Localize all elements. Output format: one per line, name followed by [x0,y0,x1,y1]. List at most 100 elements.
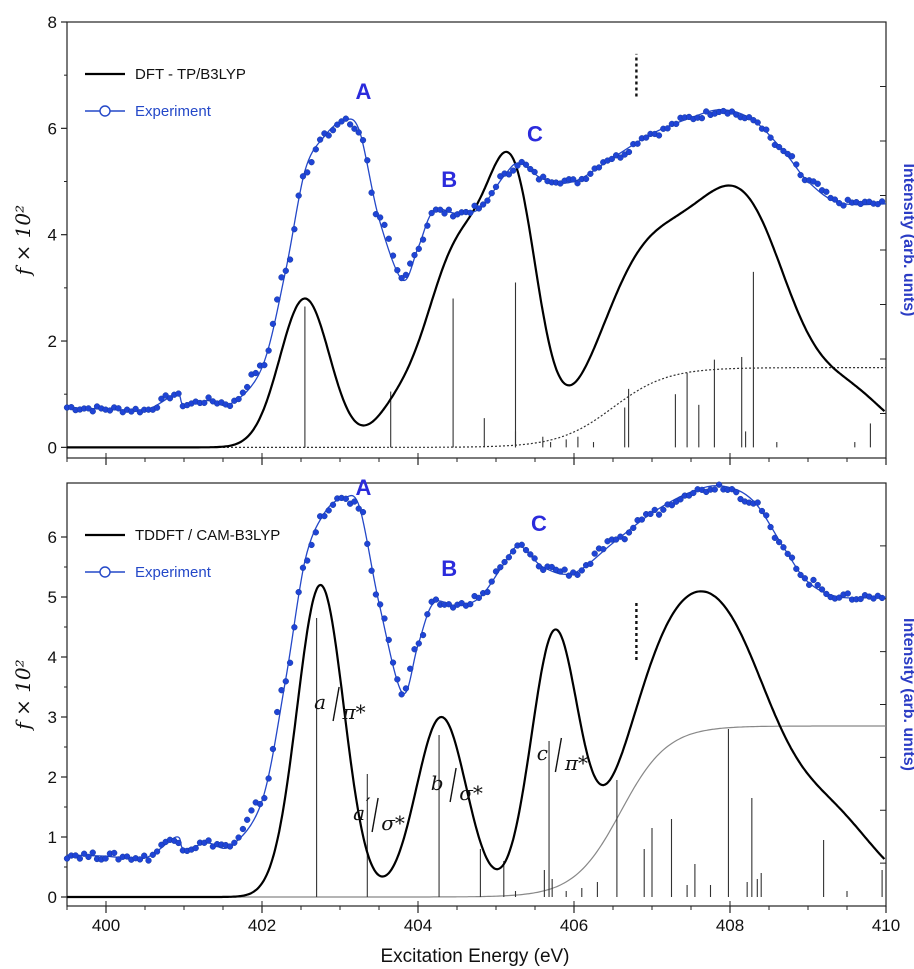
experiment-data-point [265,775,272,782]
assignment-orbital: σ* [381,811,405,835]
experiment-data-point [316,136,324,143]
experiment-data-point [758,507,766,515]
experiment-data-point [158,395,165,402]
experiment-data-point [424,222,431,229]
experiment-data-point [419,631,427,639]
y-tick-label: 0 [48,888,57,907]
experiment-data-point [818,586,826,593]
y-tick-label: 6 [48,119,57,138]
experiment-data-point [398,691,405,698]
experiment-data-point [385,636,392,644]
experiment-data-point [136,856,144,863]
y-tick-label: 8 [48,13,57,32]
legend-entry-label: TDDFT / CAM-B3LYP [135,527,280,544]
experiment-data-point [63,855,71,862]
experiment-data-point [81,850,88,857]
experiment-data-point [244,816,251,823]
experiment-data-point [389,252,397,259]
experiment-data-point [621,536,628,543]
experiment-data-point [595,164,603,171]
experiment-data-point [407,260,414,267]
experiment-data-point [415,245,422,252]
experiment-data-point [522,161,530,168]
y-tick-label: 2 [48,332,57,351]
experiment-data-point [763,512,770,519]
experiment-data-point [806,581,813,589]
experiment-data-point [578,567,585,574]
experiment-data-point [763,126,770,133]
experiment-data-point [158,841,165,848]
experiment-data-point [381,221,388,229]
experiment-data-point [407,665,414,672]
y-tick-label: 4 [48,648,57,667]
experiment-data-point [226,402,234,410]
legend-entry-label: Experiment [135,564,212,581]
experiment-data-point [226,843,234,850]
experiment-data-point [797,571,804,579]
experiment-data-point [703,108,710,115]
experiment-data-point [286,659,294,666]
experiment-data-point [308,541,315,549]
experiment-data-point [788,554,796,561]
experiment-data-point [419,236,427,243]
experiment-data-point [89,408,96,415]
experiment-data-point [767,523,774,531]
experiment-data-point [449,604,457,611]
experiment-data-point [201,399,208,407]
x-tick-label: 402 [248,916,276,935]
experiment-data-point [570,176,577,183]
experiment-data-point [398,274,405,282]
legend-entry-label: DFT - TP/B3LYP [135,66,246,83]
experiment-data-point [381,615,388,622]
experiment-data-point [364,540,371,548]
experiment-data-point [372,211,380,218]
experiment-data-point [840,202,847,209]
experiment-data-point [321,512,328,520]
experiment-data-point [793,565,800,572]
peak-label: A [355,475,371,500]
experiment-data-point [540,566,547,574]
experiment-data-point [475,205,482,212]
experiment-data-point [402,271,410,279]
experiment-data-point [364,157,371,164]
experiment-data-point [428,209,435,217]
peak-label: C [531,511,547,536]
experiment-data-point [617,154,624,161]
experiment-data-point [527,551,534,558]
experiment-data-point [514,162,521,169]
experiment-data-point [561,566,568,573]
experiment-data-point [274,708,281,716]
experiment-data-point [492,568,500,575]
experiment-data-point [522,546,530,554]
experiment-data-point [655,132,663,139]
theory-spectrum-line [67,583,886,899]
experiment-data-point [278,274,285,281]
assignment-slash [449,767,457,803]
experiment-data-point [497,564,504,571]
experiment-data-point [377,214,384,221]
experiment-data-point [690,489,697,497]
experiment-data-point [175,839,182,847]
experiment-data-point [651,506,658,514]
experiment-data-point [162,392,169,399]
experiment-data-point [411,646,418,653]
experiment-data-point [231,839,238,846]
experiment-data-point [775,143,783,151]
experiment-data-point [411,251,418,259]
experiment-data-point [239,389,247,396]
experiment-data-point [342,495,350,502]
experiment-data-point [728,108,736,115]
experiment-data-point [771,534,778,541]
experiment-data-point [304,169,311,176]
ionization-step-curve [67,725,886,898]
x-tick-label: 404 [404,916,432,935]
experiment-data-point [437,206,444,213]
experiment-data-point [402,685,410,692]
plot-frame [66,21,887,459]
experiment-data-point [304,557,311,564]
experiment-data-point [286,256,294,263]
experiment-data-point [355,129,362,136]
experiment-data-point [244,383,251,391]
y-tick-label: 0 [48,438,57,457]
